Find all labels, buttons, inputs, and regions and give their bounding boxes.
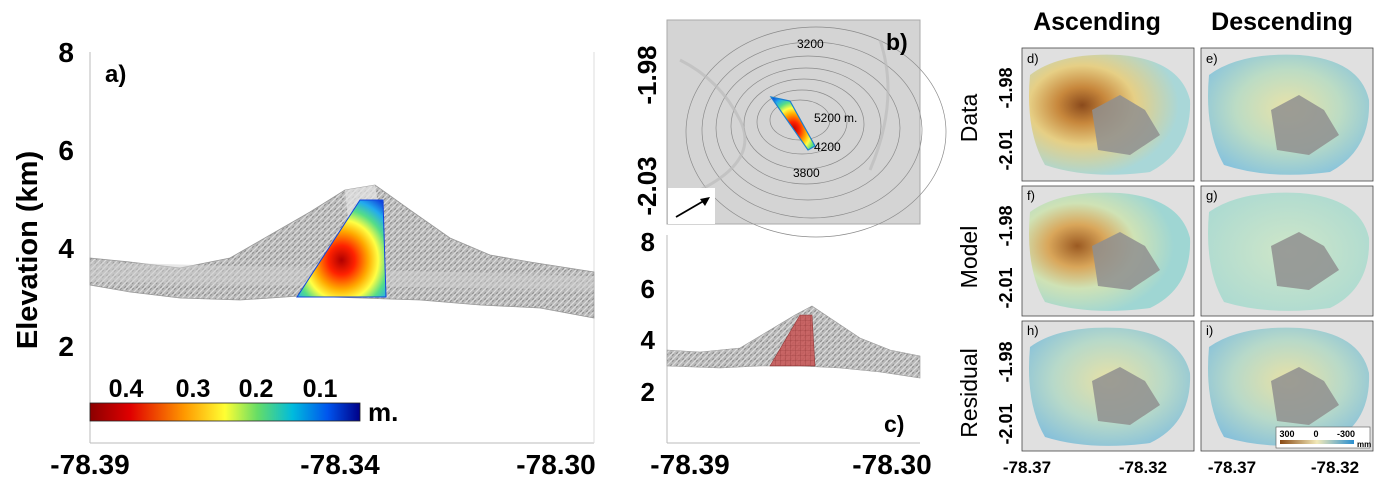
colorbar-a: 0.4 0.3 0.2 0.1 m. xyxy=(89,375,398,427)
y-tick: -1.98 xyxy=(996,67,1016,108)
y-tick: -2.01 xyxy=(996,129,1016,170)
north-arrow xyxy=(668,188,715,224)
fault-plane-c xyxy=(769,314,816,367)
colorbar-tick: 0 xyxy=(1313,429,1318,439)
panel-label-b: b) xyxy=(886,29,908,55)
x-tick: -78.30 xyxy=(852,449,931,479)
panel-a: a) Elevation (km) 8 6 4 2 -78.39 -78.34 … xyxy=(12,37,596,480)
colorbar-tick: 0.3 xyxy=(176,375,211,403)
contour-label: 5200 m. xyxy=(814,111,857,125)
row-title-data: Data xyxy=(956,94,982,143)
panel-c: c) 8 6 4 2 -78.39 -78.30 xyxy=(641,227,932,480)
y-tick: 6 xyxy=(58,135,74,166)
x-tick: -78.32 xyxy=(1119,458,1167,477)
x-tick: -78.30 xyxy=(516,449,595,479)
fault-trace xyxy=(769,96,816,151)
panel-label-c: c) xyxy=(884,411,904,437)
contour-label: 3800 xyxy=(793,166,820,180)
y-tick: -2.01 xyxy=(996,403,1016,444)
y-tick: -2.03 xyxy=(632,156,662,215)
panel-label-f: f) xyxy=(1027,188,1035,203)
panel-g: g) xyxy=(1200,185,1374,317)
y-tick: 8 xyxy=(641,227,655,257)
x-tick: -78.37 xyxy=(1208,458,1256,477)
contour-label: 3200 xyxy=(797,37,824,51)
y-tick: -1.98 xyxy=(996,341,1016,382)
panel-i: i) 300 0 -300 mm xyxy=(1200,320,1374,452)
y-tick: 2 xyxy=(58,331,74,362)
panel-label-d: d) xyxy=(1027,51,1039,66)
colorbar-tick: 0.4 xyxy=(109,375,144,403)
fault-plane xyxy=(296,199,387,298)
y-tick: 4 xyxy=(58,233,74,264)
x-tick: -78.32 xyxy=(1311,458,1359,477)
colorbar-tick: 300 xyxy=(1279,429,1294,439)
colorbar-tick: -300 xyxy=(1337,429,1355,439)
colorbar-tick: 0.1 xyxy=(303,375,338,403)
row-title-model: Model xyxy=(956,226,982,289)
contour-map xyxy=(685,26,947,238)
panel-h: h) xyxy=(1021,320,1195,452)
colorbar-tick: 0.2 xyxy=(239,375,274,403)
panel-label-a: a) xyxy=(105,61,126,88)
y-tick: -1.98 xyxy=(632,45,662,104)
x-tick: -78.39 xyxy=(50,449,129,479)
y-tick: 4 xyxy=(641,325,656,355)
y-tick: 8 xyxy=(58,37,74,68)
panel-d: d) xyxy=(1021,47,1195,182)
x-tick: -78.37 xyxy=(1003,458,1051,477)
panel-label-g: g) xyxy=(1206,188,1218,203)
x-tick: -78.34 xyxy=(300,449,380,479)
contour-label: 4200 xyxy=(814,140,841,154)
panel-f: f) xyxy=(1021,185,1195,317)
panel-label-i: i) xyxy=(1206,323,1213,338)
colorbar-unit: mm xyxy=(1357,440,1371,449)
y-axis-label: Elevation (km) xyxy=(12,151,44,349)
y-tick: -2.01 xyxy=(996,267,1016,308)
x-tick: -78.39 xyxy=(650,449,729,479)
colorbar-unit: m. xyxy=(368,397,398,427)
panel-label-h: h) xyxy=(1027,323,1039,338)
panel-b: b) 3200 5200 m. 4200 3800 -1.98 -2.03 xyxy=(632,19,947,238)
col-title-ascending: Ascending xyxy=(1033,8,1161,36)
colorbar-mm: 300 0 -300 mm xyxy=(1275,426,1371,449)
insar-grid: Ascending Descending Data Model Residual… xyxy=(956,8,1374,477)
y-tick: 6 xyxy=(641,274,655,304)
y-tick: 2 xyxy=(641,377,655,407)
panel-label-e: e) xyxy=(1206,51,1218,66)
y-tick: -1.98 xyxy=(996,205,1016,246)
panel-e: e) xyxy=(1200,47,1374,182)
row-title-residual: Residual xyxy=(956,348,982,438)
col-title-descending: Descending xyxy=(1211,8,1353,36)
